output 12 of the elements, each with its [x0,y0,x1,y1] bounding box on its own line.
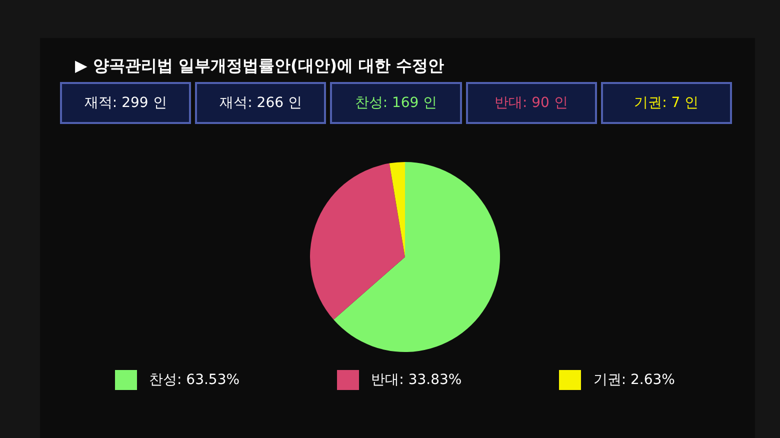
pie-slice [310,163,405,320]
chart-title: ▶ 양곡관리법 일부개정법률안(대안)에 대한 수정안 [75,56,444,77]
pie-slice [334,162,500,352]
legend-label: 기권: 2.63% [593,371,675,389]
text: 반대: 90 인 [466,82,597,124]
text: 재적: 299 인 [60,82,192,124]
text: 기권: 7 인 [600,82,732,124]
legend-label: 반대: 33.83% [371,371,462,389]
text: 재석: 266 인 [195,82,326,124]
text: 찬성: 169 인 [330,82,462,124]
pie-slice [389,162,405,257]
legend-label: 찬성: 63.53% [149,371,240,389]
